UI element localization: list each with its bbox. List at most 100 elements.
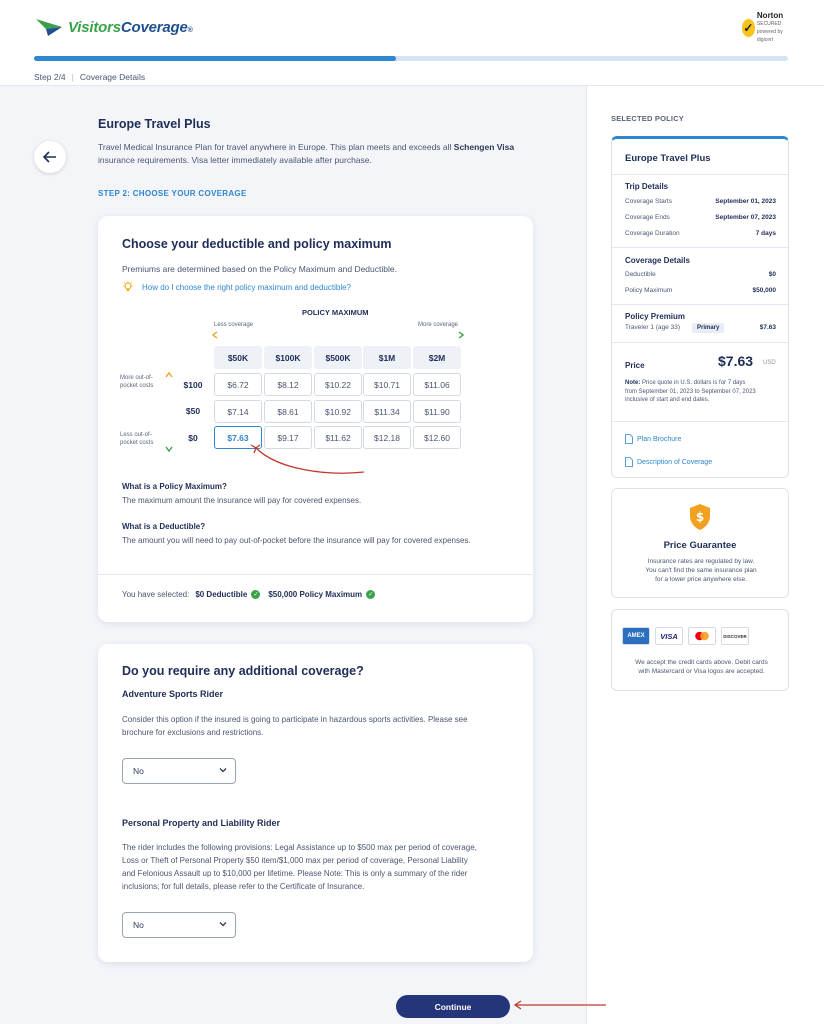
norton-badge: ✓ Norton SECURED powered by digicert (742, 12, 788, 43)
price-cell[interactable]: $11.06 (413, 373, 461, 396)
annotation-arrow-icon (250, 444, 365, 474)
adventure-select[interactable]: No (122, 758, 236, 784)
norton-small: powered by digicert (756, 29, 783, 43)
price-cell[interactable]: $11.62 (314, 426, 362, 449)
price-note: Note: Price quote in U.S. dollars is for… (625, 380, 756, 403)
policy-name: Europe Travel Plus (625, 153, 711, 164)
deductible-heading: Choose your deductible and policy maximu… (122, 237, 392, 251)
price-cell[interactable]: $10.92 (314, 400, 362, 423)
breadcrumb: Step 2/4 | Coverage Details (34, 72, 146, 82)
plan-brochure-link[interactable]: Plan Brochure (625, 434, 681, 444)
property-desc-2: Loss or Theft of Personal Property $50 i… (122, 856, 468, 865)
oop-arrow-icon (165, 372, 173, 452)
arrow-left-icon (43, 151, 56, 163)
more-oop-label: More out-of-pocket costs (120, 375, 154, 389)
discover-icon: DISCOVER (721, 627, 749, 645)
adventure-desc-2: brochure for exclusions and restrictions… (122, 728, 264, 737)
check-icon: ✓ (742, 19, 755, 37)
chevron-down-icon (219, 922, 227, 927)
price-cell[interactable]: $8.12 (264, 373, 312, 396)
header: VisitorsCoverage® ✓ Norton SECURED powered… (0, 0, 824, 86)
back-button[interactable] (34, 141, 66, 173)
price-cell[interactable]: $6.72 (214, 373, 262, 396)
mastercard-icon (688, 627, 716, 645)
svg-text:$: $ (696, 510, 704, 524)
col-head-100k: $100K (264, 346, 312, 369)
price-cell[interactable]: $10.22 (314, 373, 362, 396)
logo-icon (36, 19, 62, 36)
norton-label: Norton (756, 11, 784, 20)
premium-subtext: Premiums are determined based on the Pol… (122, 264, 397, 274)
price-cell[interactable]: $12.18 (363, 426, 411, 449)
price-cell-selected[interactable]: $7.63 (214, 426, 262, 449)
price-currency: USD (763, 360, 776, 366)
price-cell[interactable]: $8.61 (264, 400, 312, 423)
policy-max-answer: The maximum amount the insurance will pa… (122, 496, 362, 505)
description-of-coverage-link[interactable]: Description of Coverage (625, 457, 712, 467)
price-cell[interactable]: $9.17 (264, 426, 312, 449)
property-desc-4: inclusions; for full details, please ref… (122, 882, 365, 891)
check-circle-icon: ✓ (366, 590, 376, 599)
price-label: Price (625, 361, 645, 370)
chevron-down-icon (219, 768, 227, 773)
payment-cards-card: AMEX VISA DISCOVER We accept the credit … (611, 609, 789, 691)
shield-dollar-icon: $ (690, 504, 710, 530)
more-coverage-label: More coverage (418, 322, 459, 328)
price-value: $7.63 (718, 353, 754, 369)
deductible-answer: The amount you will need to pay out-of-p… (122, 536, 471, 545)
price-guarantee-title: Price Guarantee (663, 540, 737, 551)
less-oop-label: Less out-of-pocket costs (120, 432, 154, 446)
coverage-details-heading: Coverage Details (625, 256, 690, 265)
deductible-row: Deductible $0 (625, 271, 776, 278)
policy-summary-card: Europe Travel Plus Trip Details Coverage… (611, 136, 789, 478)
adventure-desc-1: Consider this option if the insured is g… (122, 715, 468, 724)
lightbulb-icon (123, 281, 133, 291)
logo-text: VisitorsCoverage® (68, 18, 193, 36)
help-link[interactable]: How do I choose the right policy maximum… (122, 281, 351, 293)
adventure-title: Adventure Sports Rider (122, 689, 224, 699)
selection-summary: You have selected: $0 Deductible ✓ $50,00… (122, 590, 376, 599)
policy-premium-heading: Policy Premium (625, 312, 686, 321)
logo[interactable]: VisitorsCoverage® (34, 16, 193, 38)
property-select[interactable]: No (122, 912, 236, 938)
cards-accepted-text: We accept the credit cards above. Debit … (635, 659, 768, 675)
row-head-100: $100 (183, 380, 203, 390)
price-cell[interactable]: $10.71 (363, 373, 411, 396)
trip-details-heading: Trip Details (625, 182, 669, 191)
progress-fill (34, 56, 396, 61)
step-label: STEP 2: CHOOSE YOUR COVERAGE (98, 189, 247, 198)
additional-heading: Do you require any additional coverage? (122, 664, 364, 678)
price-guarantee-card: $ Price Guarantee Insurance rates are re… (611, 488, 789, 598)
col-head-500k: $500K (314, 346, 362, 369)
price-cell[interactable]: $12.60 (413, 426, 461, 449)
document-icon (625, 457, 633, 467)
col-head-1m: $1M (363, 346, 411, 369)
property-desc-1: The rider includes the following provisi… (122, 843, 477, 852)
selected-policy-label: SELECTED POLICY (611, 114, 685, 123)
row-head-50: $50 (185, 406, 201, 416)
less-coverage-label: Less coverage (214, 322, 254, 328)
policy-max-row: Policy Maximum $50,000 (625, 287, 776, 294)
progress-bar (34, 56, 788, 61)
step-name: Coverage Details (79, 72, 146, 82)
price-cell[interactable]: $11.34 (363, 400, 411, 423)
annotation-arrow-icon (513, 1000, 606, 1010)
continue-button[interactable]: Continue (396, 995, 510, 1018)
policy-max-question: What is a Policy Maximum? (122, 482, 227, 491)
col-head-50k: $50K (214, 346, 262, 369)
step-count: Step 2/4 (34, 72, 66, 82)
deductible-question: What is a Deductible? (122, 522, 206, 531)
price-cell[interactable]: $11.90 (413, 400, 461, 423)
plan-description: Travel Medical Insurance Plan for travel… (98, 142, 515, 165)
property-title: Personal Property and Liability Rider (122, 818, 281, 828)
additional-coverage-card: Do you require any additional coverage? … (98, 644, 533, 962)
price-guarantee-text: Insurance rates are regulated by law. You… (645, 558, 757, 583)
price-cell[interactable]: $7.14 (214, 400, 262, 423)
check-circle-icon: ✓ (251, 590, 261, 599)
coverage-arrow-icon (212, 331, 464, 339)
col-head-2m: $2M (413, 346, 461, 369)
property-desc-3: and Felonious Assault up to $10,000 per … (122, 869, 468, 878)
coverage-ends-row: Coverage Ends September 07, 2023 (625, 214, 776, 221)
amex-icon: AMEX (622, 627, 650, 645)
plan-title: Europe Travel Plus (98, 117, 211, 131)
